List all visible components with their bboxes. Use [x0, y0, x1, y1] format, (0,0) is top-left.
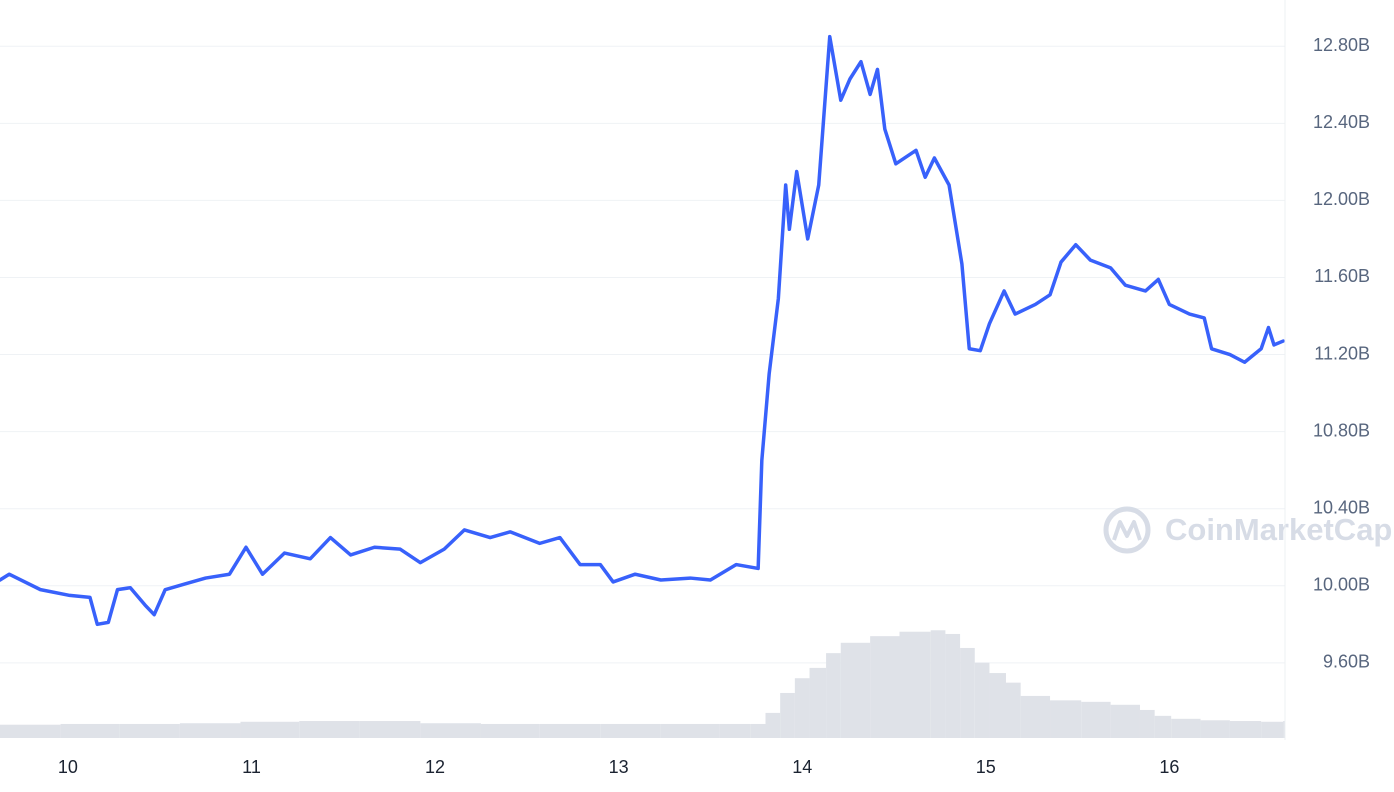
volume-bar: [930, 630, 946, 738]
volume-bar: [480, 723, 540, 738]
volume-bar: [420, 723, 481, 738]
volume-bar: [299, 721, 360, 738]
volume-bar: [899, 631, 931, 738]
volume-bar: [1110, 704, 1140, 738]
y-tick-label: 9.60B: [1323, 652, 1370, 672]
price-line: [0, 34, 1285, 627]
volume-bar: [794, 678, 810, 738]
volume-bar: [60, 723, 120, 738]
x-tick-label: 12: [425, 757, 445, 777]
volume-bar: [809, 667, 827, 738]
x-tick-label: 15: [976, 757, 996, 777]
volume-bar: [1261, 721, 1284, 738]
watermark: CoinMarketCap: [1103, 506, 1392, 554]
y-tick-label: 12.40B: [1313, 112, 1370, 132]
y-tick-label: 11.60B: [1314, 266, 1370, 286]
x-tick-label: 14: [792, 757, 812, 777]
volume-bar: [600, 723, 661, 738]
volume-bar: [1139, 709, 1155, 738]
x-tick-label: 11: [242, 757, 261, 777]
y-tick-label: 10.80B: [1313, 420, 1370, 440]
y-tick-label: 10.40B: [1313, 497, 1370, 517]
volume-bar: [240, 721, 300, 738]
volume-bar: [719, 723, 751, 738]
volume-bar: [0, 724, 61, 738]
volume-bar: [119, 723, 180, 738]
volume-bar: [1154, 715, 1172, 738]
volume-bar: [179, 723, 241, 738]
x-tick-label: 13: [609, 757, 629, 777]
volume-bar: [750, 723, 766, 738]
volume-bar: [1283, 721, 1285, 738]
volume-bar: [1171, 718, 1201, 738]
volume-bar: [945, 633, 961, 738]
volume-bar: [539, 723, 601, 738]
volume-bar: [359, 721, 421, 738]
volume-bar: [660, 723, 720, 738]
volume-bar: [989, 673, 1006, 738]
volume-bar: [1005, 682, 1021, 738]
volume-bar: [974, 662, 990, 738]
x-tick-label: 10: [58, 757, 78, 777]
volume-bar: [780, 692, 795, 738]
y-tick-label: 12.80B: [1313, 35, 1370, 55]
volume-bar: [1200, 720, 1230, 738]
volume-bar: [1020, 695, 1051, 738]
y-tick-label: 12.00B: [1313, 189, 1370, 209]
plot: 9.60B 10.00B 10.40B 10.80B 11.20B 11.60B 12.00…: [0, 34, 1370, 777]
volume-bar: [840, 642, 871, 738]
volume-bar: [826, 653, 841, 738]
volume-bar: [1081, 701, 1111, 738]
watermark-logo-mark: [1112, 520, 1142, 541]
volume-bar: [1229, 721, 1262, 738]
volume-bar: [765, 712, 781, 738]
volume-bar: [870, 636, 900, 738]
volume-bar: [1050, 700, 1082, 738]
x-tick-label: 16: [1159, 757, 1179, 777]
volume-bar: [960, 647, 975, 738]
y-tick-label: 11.20B: [1314, 343, 1370, 363]
y-tick-label: 10.00B: [1313, 575, 1370, 595]
watermark-logo: [1103, 506, 1151, 554]
watermark-text: CoinMarketCap: [1165, 512, 1392, 547]
